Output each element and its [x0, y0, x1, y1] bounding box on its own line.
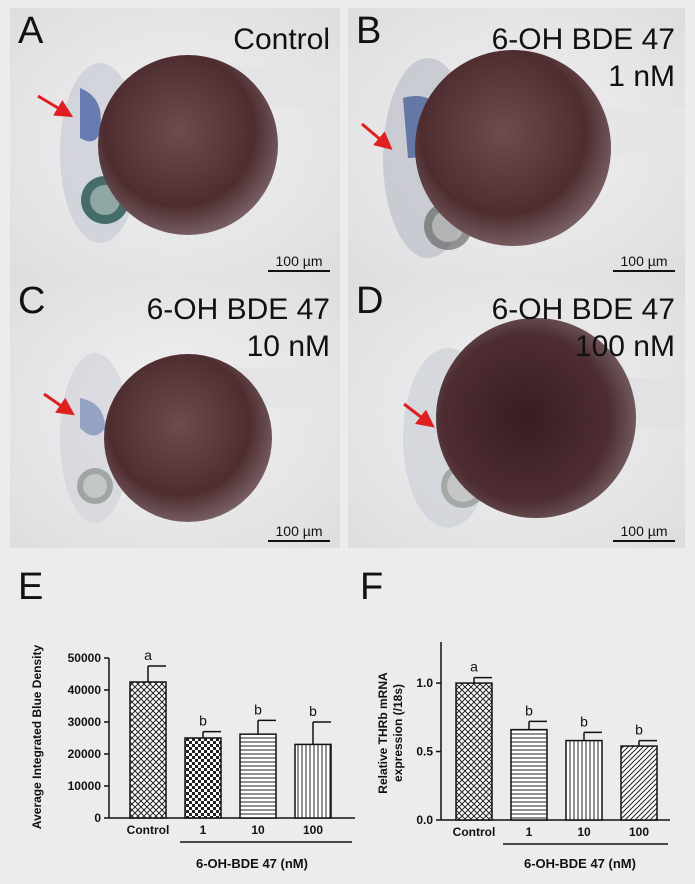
significance-letter: b	[254, 701, 262, 717]
significance-letter: a	[470, 659, 478, 675]
panel-title: 6-OH BDE 47 100 nM	[491, 293, 675, 363]
x-tick-label: 100	[629, 825, 649, 839]
significance-letter: b	[635, 722, 643, 738]
panel-letter: A	[18, 10, 44, 52]
y-tick-label: 10000	[68, 779, 102, 793]
bar-1	[510, 728, 548, 821]
chart-e-treatment-label: 6-OH-BDE 47 (nM)	[196, 856, 308, 871]
panel-title: 6-OH BDE 47 1 nM	[491, 23, 675, 93]
significance-letter: b	[525, 702, 533, 718]
x-tick-label: 10	[251, 823, 265, 837]
chart-e-label: E	[18, 566, 44, 608]
bar-100	[620, 745, 658, 821]
y-tick-label: 30000	[68, 715, 102, 729]
embryo-image-d	[348, 278, 685, 548]
panel-b: B 6-OH BDE 47 1 nM 100 µm	[348, 8, 685, 278]
y-tick-label: 0	[94, 811, 101, 825]
bar-10	[239, 733, 277, 819]
embryo-image-b	[348, 8, 685, 278]
significance-letter: b	[309, 703, 317, 719]
x-tick-label: Control	[453, 825, 496, 839]
scale-bar: 100 µm	[613, 253, 675, 272]
y-tick-label: 20000	[68, 747, 102, 761]
x-tick-label: Control	[127, 823, 170, 837]
panel-d: D 6-OH BDE 47 100 nM 100 µm	[348, 278, 685, 548]
significance-letter: b	[199, 713, 207, 729]
bar-control	[455, 682, 493, 821]
x-tick-label: 10	[577, 825, 591, 839]
scale-bar: 100 µm	[613, 523, 675, 542]
y-tick-label: 0.5	[416, 745, 433, 759]
panel-letter: C	[18, 280, 46, 322]
significance-letter: b	[580, 713, 588, 729]
chart-f-treatment-label: 6-OH-BDE 47 (nM)	[524, 856, 636, 871]
embryo-image-a	[10, 8, 340, 278]
panel-title: 6-OH BDE 47 10 nM	[146, 293, 330, 363]
x-tick-label: 1	[526, 825, 533, 839]
bar-1	[184, 737, 222, 819]
scale-bar: 100 µm	[268, 523, 330, 542]
bar-control	[129, 681, 167, 819]
y-tick-label: 0.0	[416, 813, 433, 827]
x-tick-label: 1	[200, 823, 207, 837]
panel-title: Control	[233, 23, 330, 56]
panel-a: A Control 100 µm	[10, 8, 340, 278]
bar-100	[294, 743, 332, 819]
panel-c: C 6-OH BDE 47 10 nM 100 µm	[10, 278, 340, 548]
scale-bar: 100 µm	[268, 253, 330, 272]
x-tick-label: 100	[303, 823, 323, 837]
bar-10	[565, 739, 603, 821]
panel-letter: D	[356, 280, 384, 322]
panel-letter: B	[356, 10, 382, 52]
y-tick-label: 50000	[68, 651, 102, 665]
chart-f-label: F	[360, 566, 384, 608]
y-tick-label: 40000	[68, 683, 102, 697]
embryo-image-c	[10, 278, 340, 548]
y-tick-label: 1.0	[416, 676, 433, 690]
significance-letter: a	[144, 647, 152, 663]
